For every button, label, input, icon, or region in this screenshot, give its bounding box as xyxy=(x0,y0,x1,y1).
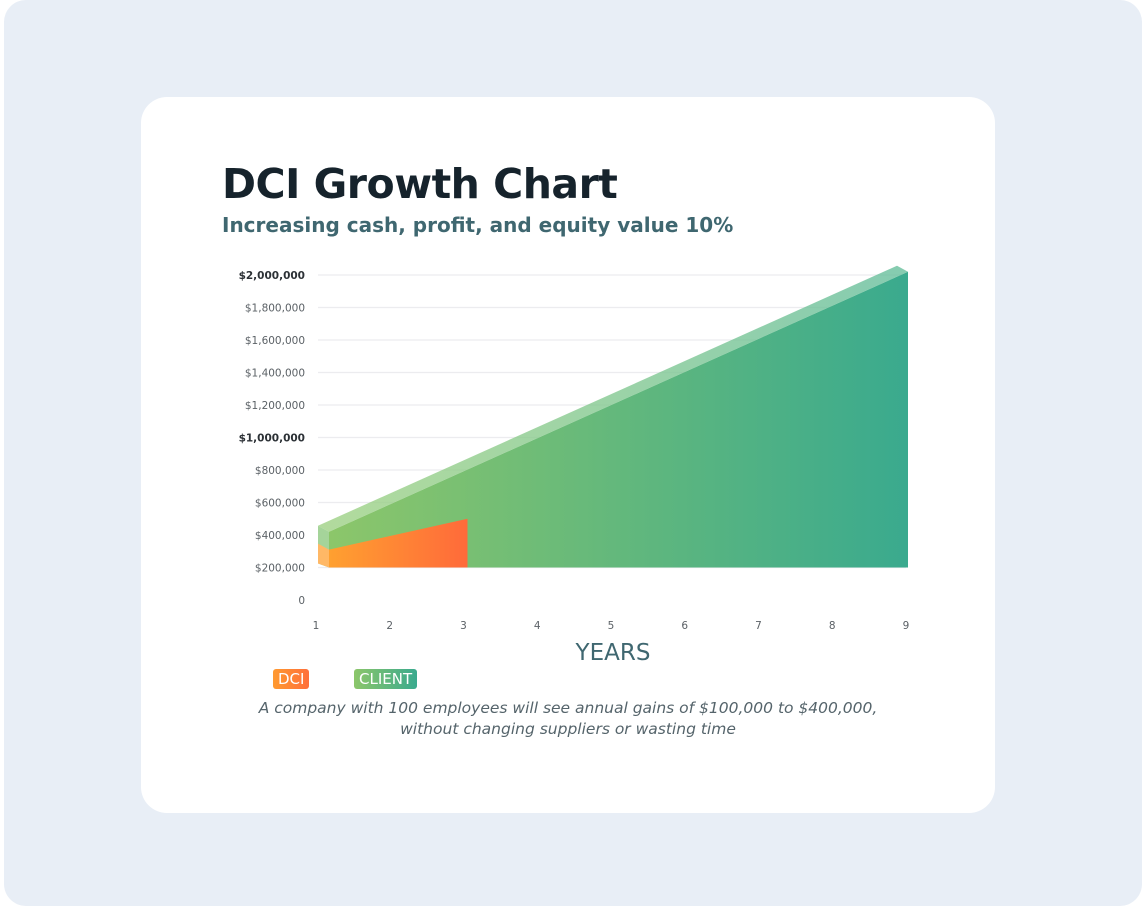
client-top-face-tint xyxy=(318,265,908,532)
y-tick-label: $1,800,000 xyxy=(245,303,305,315)
annotation-line-1: A company with 100 employees will see an… xyxy=(258,699,878,717)
x-tick-label: 9 xyxy=(903,620,910,632)
y-tick-label: $600,000 xyxy=(255,498,305,510)
dci-side-face xyxy=(318,543,329,568)
x-tick-label: 8 xyxy=(829,620,836,632)
x-tick-label: 1 xyxy=(313,620,320,632)
y-tick-label: $1,400,000 xyxy=(245,368,305,380)
y-tick-label: $800,000 xyxy=(255,465,305,477)
y-tick-label: $2,000,000 xyxy=(239,270,305,282)
x-tick-label: 7 xyxy=(755,620,762,632)
y-tick-label: $1,200,000 xyxy=(245,400,305,412)
x-tick-label: 5 xyxy=(608,620,615,632)
dci-area xyxy=(329,518,468,568)
x-tick-label: 2 xyxy=(386,620,393,632)
legend-client: CLIENT xyxy=(354,669,418,689)
y-tick-label: $400,000 xyxy=(255,530,305,542)
chart-annotation: A company with 100 employees will see an… xyxy=(141,698,995,740)
x-tick-label: 3 xyxy=(460,620,467,632)
y-tick-label: $1,600,000 xyxy=(245,335,305,347)
y-tick-label: 0 xyxy=(298,595,305,607)
chart-title: DCI Growth Chart xyxy=(222,160,618,208)
y-tick-label: $200,000 xyxy=(255,563,305,575)
x-tick-label: 4 xyxy=(534,620,541,632)
chart-subtitle: Increasing cash, profit, and equity valu… xyxy=(222,213,734,237)
y-tick-label: $1,000,000 xyxy=(239,433,305,445)
client-area xyxy=(329,271,908,568)
x-axis-label: YEARS xyxy=(575,640,651,666)
x-tick-label: 6 xyxy=(681,620,688,632)
annotation-line-2: without changing suppliers or wasting ti… xyxy=(400,720,736,738)
legend-dci: DCI xyxy=(273,669,310,689)
